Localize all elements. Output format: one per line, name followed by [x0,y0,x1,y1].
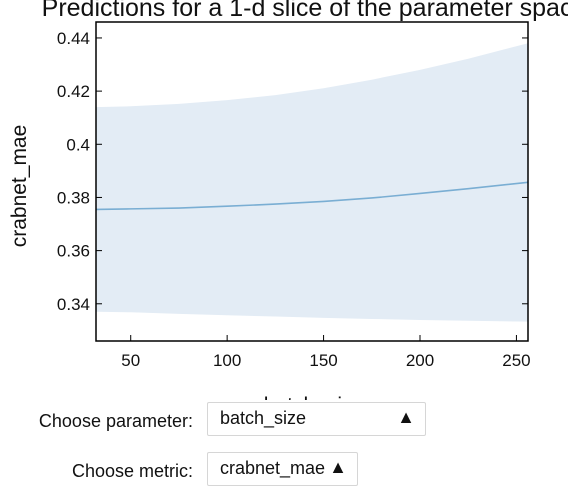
y-tick-label: 0.38 [57,188,90,207]
dropdown-arrow-icon: ▲ [329,457,347,477]
x-tick-label: 100 [213,351,241,370]
x-tick-label: 150 [309,351,337,370]
parameter-select-value: batch_size [220,408,307,428]
confidence-band [96,43,528,322]
y-axis-title: crabnet_mae [8,125,31,248]
parameter-label: Choose parameter: [38,411,193,431]
y-tick-label: 0.34 [57,295,90,314]
plot-area [95,43,529,322]
x-tick-label: 50 [121,351,140,370]
y-tick-label: 0.4 [66,135,90,154]
parameter-control: Choose parameter: batch_size ▲ [0,402,568,438]
metric-control: Choose metric: crabnet_mae ▲ [0,452,568,488]
parameter-select[interactable]: batch_size ▲ [207,402,426,436]
metric-select-value: crabnet_mae [220,458,326,478]
chart: Predictions for a 1-d slice of the param… [8,0,568,400]
dropdown-arrow-icon: ▲ [397,407,415,427]
mean-prediction-line [95,181,529,211]
y-tick-label: 0.44 [57,29,90,48]
x-axis-title: batch_size [264,394,364,400]
x-tick-label: 200 [406,351,434,370]
y-tick-label: 0.36 [57,242,90,261]
axes: 50 100 150 200 250 0.34 0.36 0.38 0.4 0.42 0.44 [57,21,531,370]
chart-title: Predictions for a 1-d slice of the param… [42,0,568,22]
y-tick-label: 0.42 [57,82,90,101]
x-tick-label: 250 [502,351,530,370]
plot-frame [95,21,529,342]
metric-select[interactable]: crabnet_mae ▲ [207,452,358,486]
metric-label: Choose metric: [71,461,193,481]
